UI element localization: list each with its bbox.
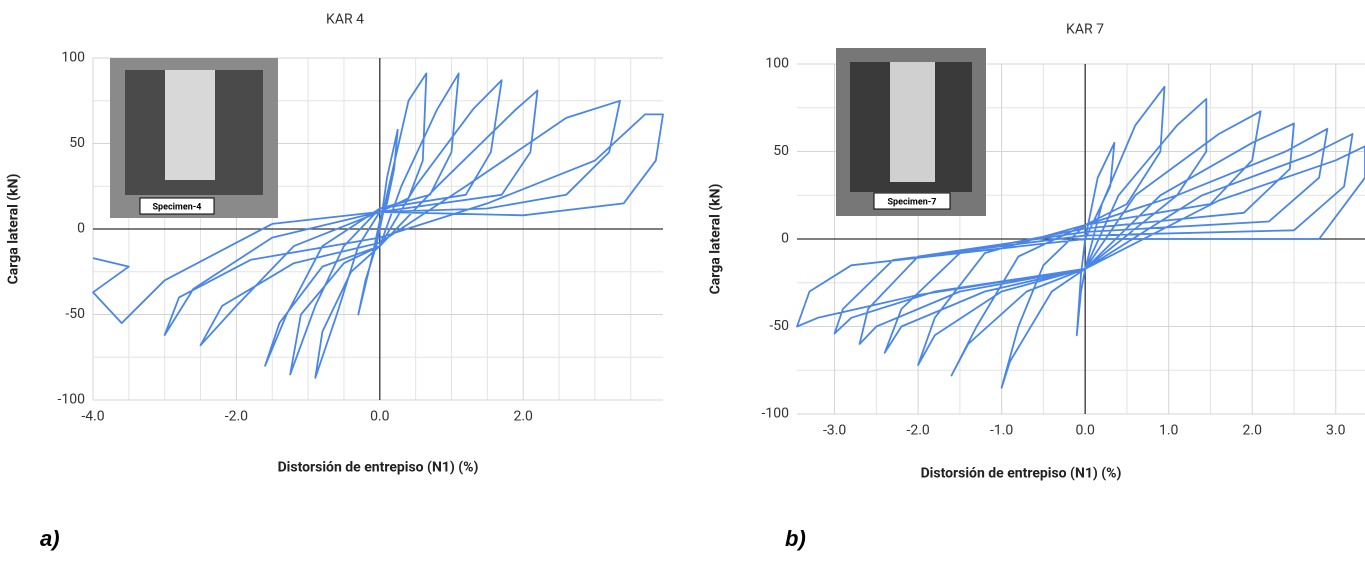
- y-tick-label: -50: [769, 318, 789, 334]
- inset-label: Specimen-4: [153, 202, 202, 212]
- y-tick-label: 0: [77, 221, 85, 237]
- insets: Specimen-4 Specimen-7: [110, 48, 986, 218]
- y-tick-label: 50: [773, 143, 789, 159]
- x-tick-label: -1.0: [990, 423, 1013, 439]
- y-tick-label: 0: [781, 231, 789, 247]
- hysteresis-line: [796, 85, 1365, 389]
- panel-label: b): [785, 526, 806, 551]
- x-tick-label: 2.0: [1243, 423, 1263, 439]
- photo-wall: [890, 62, 935, 182]
- x-tick-label: -2.0: [906, 423, 929, 439]
- x-axis-title: Distorsión de entrepiso (N1) (%): [278, 460, 479, 476]
- chart-title: KAR 4: [326, 12, 364, 28]
- x-tick-label: 3.0: [1326, 423, 1346, 439]
- y-tick-label: -50: [65, 306, 85, 322]
- panel-label: a): [40, 526, 60, 551]
- x-axis-title: Distorsión de entrepiso (N1) (%): [921, 466, 1122, 482]
- x-tick-label: -2.0: [225, 409, 248, 425]
- x-tick-label: 0.0: [370, 409, 390, 425]
- y-axis-title: Carga lateral (kN): [6, 173, 22, 284]
- hysteresis-line: [92, 72, 664, 379]
- x-tick-label: 2.0: [513, 409, 533, 425]
- inset-label-box: [873, 192, 951, 210]
- x-tick-label: 1.0: [1159, 423, 1179, 439]
- photo-wall: [165, 70, 215, 180]
- x-tick-label: -4.0: [81, 409, 104, 425]
- y-tick-label: 100: [765, 56, 789, 72]
- inset-label-box: [139, 197, 215, 215]
- x-tick-label: -3.0: [823, 423, 846, 439]
- y-axis-title: Carga lateral (kN): [708, 183, 724, 294]
- y-tick-label: 100: [61, 50, 85, 66]
- y-tick-label: -100: [58, 392, 86, 408]
- chart-title: KAR 7: [1066, 22, 1104, 38]
- inset-label: Specimen-7: [888, 197, 937, 207]
- x-tick-label: 0.0: [1075, 423, 1095, 439]
- y-tick-label: 50: [69, 135, 85, 151]
- y-tick-label: -100: [762, 406, 790, 422]
